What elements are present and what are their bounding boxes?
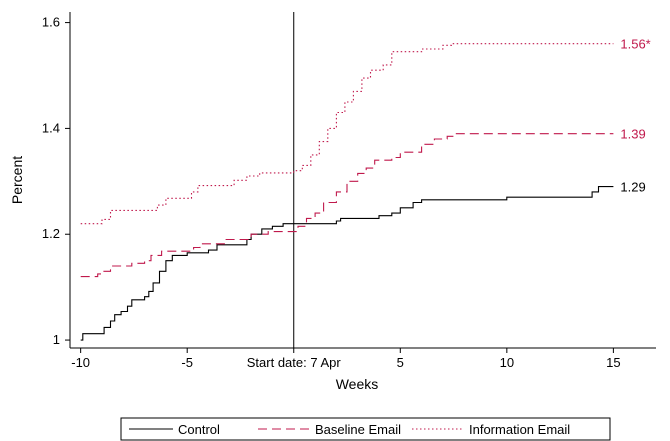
y-tick-label: 1.2 — [42, 226, 60, 241]
legend: Control Baseline Email Information Email — [120, 417, 611, 441]
legend-label-information-email: Information Email — [469, 422, 570, 437]
x-tick-label: -10 — [71, 355, 90, 370]
series-line-control — [80, 186, 614, 341]
chart-axes: -10 -5 Start date: 7 Apr 5 10 15 1 1.2 1.4 1.6 — [42, 12, 656, 370]
end-label-baseline-email: 1.39 — [620, 127, 645, 142]
x-tick-label: Start date: 7 Apr — [247, 355, 342, 370]
end-label-control: 1.29 — [620, 180, 645, 195]
x-tick-label: 15 — [606, 355, 620, 370]
x-tick-label: 5 — [397, 355, 404, 370]
x-tick-label: -5 — [181, 355, 193, 370]
end-label-information-email: 1.56* — [620, 37, 650, 52]
x-tick-label: 10 — [500, 355, 514, 370]
y-axis-title: Percent — [9, 156, 25, 204]
y-tick-label: 1.4 — [42, 120, 60, 135]
chart-series — [80, 43, 614, 341]
legend-label-baseline-email: Baseline Email — [315, 422, 401, 437]
series-line-baseline-email — [80, 133, 614, 278]
x-axis-title: Weeks — [336, 376, 379, 392]
legend-label-control: Control — [178, 422, 220, 437]
y-tick-label: 1.6 — [42, 15, 60, 30]
series-line-information-email — [80, 43, 614, 225]
chart-labels: 1.29 1.39 1.56* — [620, 37, 650, 195]
y-tick-label: 1 — [53, 332, 60, 347]
legend-box — [120, 417, 611, 441]
